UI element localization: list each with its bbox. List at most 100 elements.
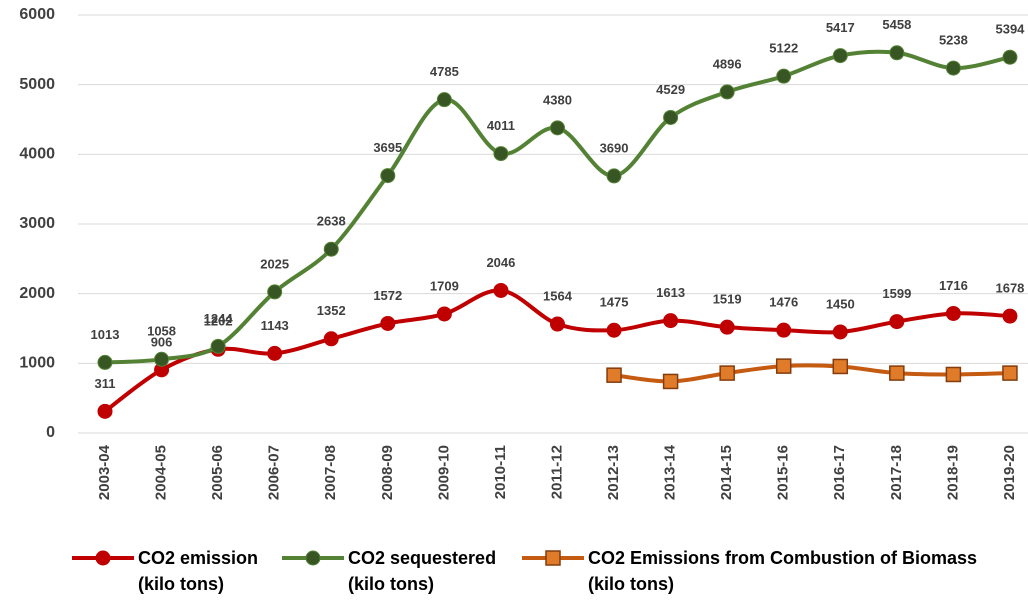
x-tick-label: 2015-16: [775, 445, 792, 500]
x-tick-label: 2007-08: [322, 445, 339, 500]
marker: [775, 358, 792, 374]
legend-label: CO2 sequestered (kilo tons): [348, 548, 497, 594]
legend-item: CO2 Emissions from Combustion of Biomass…: [520, 545, 1018, 597]
marker: [889, 314, 905, 330]
marker: [493, 146, 509, 162]
legend-label: CO2 Emissions from Combustion of Biomass…: [588, 548, 978, 594]
marker: [380, 168, 396, 184]
data-label: 311: [95, 376, 116, 391]
legend-marker: [95, 550, 111, 566]
marker: [832, 358, 849, 375]
data-label: 4380: [543, 92, 572, 107]
data-label: 2046: [486, 255, 515, 270]
data-label: 1599: [882, 286, 911, 301]
marker: [1002, 308, 1018, 324]
marker: [210, 338, 226, 354]
marker: [380, 315, 396, 331]
data-label: 1519: [713, 292, 742, 307]
marker: [606, 168, 622, 184]
legend-swatch: [72, 550, 134, 566]
data-label: 4011: [487, 118, 515, 133]
marker: [663, 109, 679, 125]
data-label: 5417: [826, 20, 855, 35]
legend-marker: [305, 550, 321, 566]
series: 1013 1058 1244 2025 2638 3695 4785 4011 4380 3690…: [91, 17, 1025, 370]
marker: [776, 322, 792, 338]
data-label: 1678: [995, 281, 1024, 296]
x-tick-label: 2008-09: [379, 445, 396, 500]
marker: [436, 92, 452, 108]
data-label: 4896: [713, 56, 742, 71]
y-tick-label: 0: [46, 424, 55, 441]
marker: [323, 331, 339, 347]
marker: [889, 365, 905, 381]
marker: [323, 241, 339, 257]
marker: [832, 324, 848, 340]
x-tick-label: 2016-17: [831, 445, 848, 500]
data-label: 2638: [317, 214, 346, 229]
marker: [97, 403, 113, 419]
data-label: 5458: [882, 17, 911, 32]
data-label: 1244: [204, 311, 234, 326]
marker: [267, 284, 283, 300]
data-label: 1716: [939, 278, 968, 293]
x-tick-label: 2011-12: [548, 445, 565, 499]
data-label: 906: [151, 334, 173, 349]
marker: [945, 60, 961, 76]
data-label: 1352: [317, 303, 346, 318]
marker: [436, 306, 452, 322]
y-tick-label: 3000: [19, 215, 55, 232]
legend-item: CO2 emission (kilo tons): [70, 545, 270, 597]
data-label: 5238: [939, 33, 968, 48]
chart: 0 1000 2000 3000 4000 5000 6000 2003-04 2004-05 2…: [19, 6, 1028, 500]
marker: [719, 84, 735, 100]
data-label: 1572: [373, 288, 402, 303]
data-label: 1450: [826, 296, 855, 311]
y-tick-label: 4000: [19, 146, 55, 163]
y-tick-label: 6000: [19, 6, 55, 23]
data-label: 1613: [656, 285, 685, 300]
x-tick-label: 2013-14: [662, 444, 679, 500]
legend-label: CO2 emission (kilo tons): [138, 548, 259, 594]
x-tick-label: 2004-05: [153, 445, 170, 500]
x-tick-label: 2009-10: [435, 445, 452, 500]
x-tick-label: 2018-19: [944, 445, 961, 500]
marker: [549, 120, 565, 136]
x-tick-label: 2005-06: [209, 445, 226, 500]
data-label: 1709: [430, 278, 459, 293]
data-label: 1202: [204, 314, 233, 329]
marker: [606, 322, 622, 338]
data-label: 5394: [995, 22, 1025, 37]
data-label: 1013: [91, 327, 120, 342]
marker: [1002, 49, 1018, 65]
x-tick-label: 2003-04: [96, 444, 113, 500]
marker: [549, 316, 565, 332]
marker: [97, 354, 113, 370]
marker: [606, 367, 622, 383]
marker: [945, 366, 962, 383]
marker: [493, 282, 509, 298]
legend-swatch: [522, 550, 584, 566]
legend-item: CO2 sequestered (kilo tons): [280, 545, 508, 597]
data-label: 1475: [600, 295, 629, 310]
data-label: 2025: [260, 256, 289, 271]
marker: [719, 365, 735, 381]
series: [606, 358, 1018, 390]
x-tick-label: 2019-20: [1001, 445, 1018, 500]
data-label: 1476: [769, 295, 798, 310]
data-label: 1058: [147, 324, 176, 339]
x-tick-label: 2006-07: [266, 445, 283, 500]
marker: [662, 373, 679, 390]
y-tick-label: 5000: [19, 76, 55, 93]
y-tick-label: 1000: [19, 355, 55, 372]
marker: [776, 68, 792, 84]
x-tick-label: 2010-11: [492, 445, 509, 499]
x-tick-label: 2014-15: [718, 445, 735, 500]
data-label: 1143: [261, 318, 289, 333]
line: [103, 288, 1011, 413]
marker: [889, 45, 905, 61]
data-label: 5122: [769, 41, 798, 56]
marker: [1002, 365, 1018, 381]
x-tick-label: 2012-13: [605, 445, 622, 500]
